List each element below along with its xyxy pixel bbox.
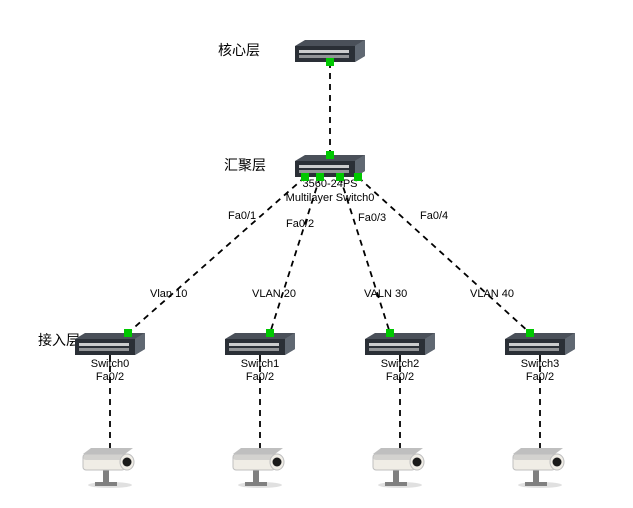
access-layer-label: 接入层	[38, 330, 80, 350]
access-switch-0	[75, 333, 145, 355]
link-layer	[0, 0, 633, 508]
connector-dot	[526, 329, 534, 337]
sw1-name: Switch1	[241, 358, 280, 370]
connector-dot	[386, 329, 394, 337]
connector-dot	[336, 173, 344, 181]
connector-dot	[301, 173, 309, 181]
vlan20-label: VLAN 20	[252, 288, 296, 300]
camera-1	[231, 448, 289, 488]
vlan40-label: VLAN 40	[470, 288, 514, 300]
port-fa04: Fa0/4	[420, 210, 448, 222]
camera-2	[371, 448, 429, 488]
sw1-port: Fa0/2	[246, 371, 274, 383]
camera-0	[81, 448, 139, 488]
agg-model-label: 3560-24PS	[302, 178, 357, 190]
access-switch-3	[505, 333, 575, 355]
access-switch-1	[225, 333, 295, 355]
connector-dot	[266, 329, 274, 337]
camera-3	[511, 448, 569, 488]
sw2-name: Switch2	[381, 358, 420, 370]
connector-dot	[326, 58, 334, 66]
vlan10-label: Vlan 10	[150, 288, 187, 300]
connector-dot	[326, 151, 334, 159]
core-layer-label: 核心层	[218, 40, 260, 60]
connector-dot	[354, 173, 362, 181]
sw3-port: Fa0/2	[526, 371, 554, 383]
port-fa02: Fa0/2	[286, 218, 314, 230]
port-fa03: Fa0/3	[358, 212, 386, 224]
agg-name-label: Multilayer Switch0	[286, 192, 375, 204]
agg-layer-label: 汇聚层	[224, 155, 266, 175]
sw0-port: Fa0/2	[96, 371, 124, 383]
sw0-name: Switch0	[91, 358, 130, 370]
access-switch-2	[365, 333, 435, 355]
sw2-port: Fa0/2	[386, 371, 414, 383]
vlan30-label: VALN 30	[364, 288, 407, 300]
port-fa01: Fa0/1	[228, 210, 256, 222]
connector-dot	[124, 329, 132, 337]
sw3-name: Switch3	[521, 358, 560, 370]
connector-dot	[316, 173, 324, 181]
